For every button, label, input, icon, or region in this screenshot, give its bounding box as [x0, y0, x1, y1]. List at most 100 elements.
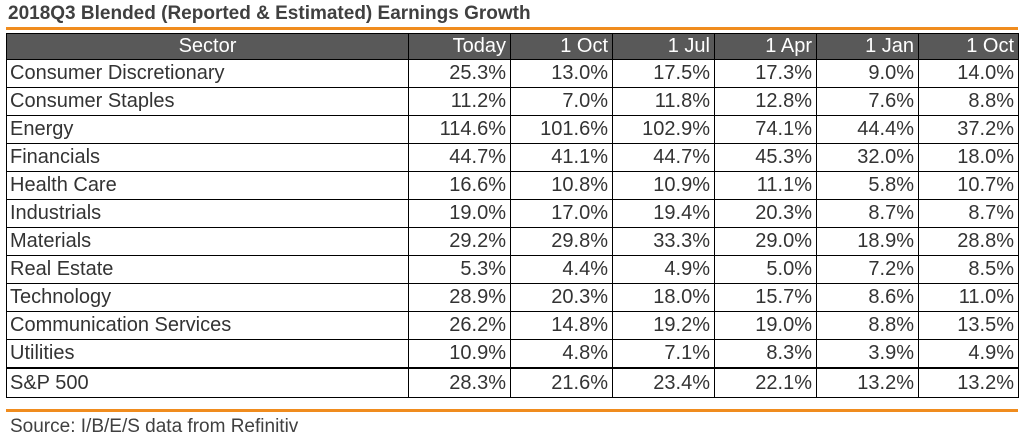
growth-cell: 13.0% [510, 59, 613, 88]
growth-cell: 12.8% [714, 87, 817, 116]
growth-cell: 17.0% [510, 199, 613, 228]
sector-cell: Consumer Staples [6, 87, 409, 116]
sector-cell: S&P 500 [6, 367, 409, 398]
top-accent-rule [6, 27, 1018, 30]
growth-cell: 8.8% [816, 311, 919, 340]
growth-cell: 19.0% [408, 199, 511, 228]
growth-cell: 13.2% [816, 367, 919, 398]
growth-cell: 32.0% [816, 143, 919, 172]
growth-cell: 4.8% [510, 339, 613, 369]
growth-cell: 19.4% [612, 199, 715, 228]
growth-cell: 28.8% [918, 227, 1019, 256]
growth-cell: 74.1% [714, 115, 817, 144]
growth-cell: 8.6% [816, 283, 919, 312]
growth-cell: 7.2% [816, 255, 919, 284]
growth-cell: 19.2% [612, 311, 715, 340]
growth-cell: 18.9% [816, 227, 919, 256]
sector-cell: Technology [6, 283, 409, 312]
table-row: Health Care 16.6% 10.8% 10.9% 11.1% 5.8% 10.7% [6, 171, 1019, 200]
sector-cell: Real Estate [6, 255, 409, 284]
growth-cell: 10.8% [510, 171, 613, 200]
growth-cell: 14.8% [510, 311, 613, 340]
column-header: 1 Oct [510, 33, 613, 60]
header-row: Sector Today 1 Oct 1 Jul 1 Apr 1 Jan 1 O… [6, 33, 1019, 60]
growth-cell: 16.6% [408, 171, 511, 200]
table-row: Industrials 19.0% 17.0% 19.4% 20.3% 8.7% 8.7% [6, 199, 1019, 228]
growth-cell: 37.2% [918, 115, 1019, 144]
table-row: Technology 28.9% 20.3% 18.0% 15.7% 8.6% 11.0% [6, 283, 1019, 312]
growth-cell: 3.9% [816, 339, 919, 369]
column-header: 1 Apr [714, 33, 817, 60]
bottom-accent-rule [6, 409, 1018, 412]
growth-cell: 8.7% [918, 199, 1019, 228]
growth-cell: 7.6% [816, 87, 919, 116]
growth-cell: 28.9% [408, 283, 511, 312]
growth-cell: 9.0% [816, 59, 919, 88]
column-header: Sector [6, 33, 409, 60]
growth-cell: 11.1% [714, 171, 817, 200]
source-note: Source: I/B/E/S data from Refinitiv [10, 416, 299, 437]
growth-cell: 4.9% [918, 339, 1019, 369]
growth-cell: 33.3% [612, 227, 715, 256]
growth-cell: 11.2% [408, 87, 511, 116]
growth-cell: 29.2% [408, 227, 511, 256]
table-row: Financials 44.7% 41.1% 44.7% 45.3% 32.0% 18.0% [6, 143, 1019, 172]
growth-cell: 25.3% [408, 59, 511, 88]
growth-cell: 10.9% [612, 171, 715, 200]
growth-cell: 17.3% [714, 59, 817, 88]
growth-cell: 102.9% [612, 115, 715, 144]
growth-cell: 11.8% [612, 87, 715, 116]
growth-cell: 17.5% [612, 59, 715, 88]
sector-cell: Industrials [6, 199, 409, 228]
table-row: Materials 29.2% 29.8% 33.3% 29.0% 18.9% 28.8% [6, 227, 1019, 256]
total-row: S&P 500 28.3% 21.6% 23.4% 22.1% 13.2% 13.2% [6, 367, 1019, 398]
sector-cell: Communication Services [6, 311, 409, 340]
growth-cell: 8.5% [918, 255, 1019, 284]
growth-cell: 26.2% [408, 311, 511, 340]
growth-cell: 22.1% [714, 367, 817, 398]
sector-cell: Financials [6, 143, 409, 172]
growth-cell: 44.4% [816, 115, 919, 144]
growth-cell: 13.2% [918, 367, 1019, 398]
growth-cell: 10.7% [918, 171, 1019, 200]
sector-cell: Utilities [6, 339, 409, 369]
growth-cell: 4.4% [510, 255, 613, 284]
growth-cell: 21.6% [510, 367, 613, 398]
growth-cell: 18.0% [612, 283, 715, 312]
growth-cell: 41.1% [510, 143, 613, 172]
growth-cell: 15.7% [714, 283, 817, 312]
table-row: Real Estate 5.3% 4.4% 4.9% 5.0% 7.2% 8.5% [6, 255, 1019, 284]
growth-cell: 8.7% [816, 199, 919, 228]
growth-cell: 8.8% [918, 87, 1019, 116]
growth-cell: 29.8% [510, 227, 613, 256]
column-header: 1 Jul [612, 33, 715, 60]
growth-cell: 5.3% [408, 255, 511, 284]
growth-cell: 5.8% [816, 171, 919, 200]
table-body: Consumer Discretionary 25.3% 13.0% 17.5% 17.… [6, 59, 1019, 398]
earnings-growth-table: Sector Today 1 Oct 1 Jul 1 Apr 1 Jan 1 O… [6, 33, 1019, 398]
growth-cell: 23.4% [612, 367, 715, 398]
growth-cell: 114.6% [408, 115, 511, 144]
growth-cell: 45.3% [714, 143, 817, 172]
table-row: Consumer Discretionary 25.3% 13.0% 17.5% 17.… [6, 59, 1019, 88]
growth-cell: 28.3% [408, 367, 511, 398]
growth-cell: 18.0% [918, 143, 1019, 172]
growth-cell: 20.3% [510, 283, 613, 312]
sector-cell: Consumer Discretionary [6, 59, 409, 88]
sector-cell: Energy [6, 115, 409, 144]
sector-cell: Materials [6, 227, 409, 256]
growth-cell: 19.0% [714, 311, 817, 340]
growth-cell: 44.7% [612, 143, 715, 172]
growth-cell: 4.9% [612, 255, 715, 284]
table-row: Consumer Staples 11.2% 7.0% 11.8% 12.8% 7.6% 8… [6, 87, 1019, 116]
growth-cell: 14.0% [918, 59, 1019, 88]
growth-cell: 7.0% [510, 87, 613, 116]
growth-cell: 44.7% [408, 143, 511, 172]
table-row: Energy 114.6% 101.6% 102.9% 74.1% 44.4% 37.2% [6, 115, 1019, 144]
column-header: 1 Jan [816, 33, 919, 60]
column-header: Today [408, 33, 511, 60]
growth-cell: 8.3% [714, 339, 817, 369]
growth-cell: 10.9% [408, 339, 511, 369]
growth-cell: 13.5% [918, 311, 1019, 340]
growth-cell: 7.1% [612, 339, 715, 369]
